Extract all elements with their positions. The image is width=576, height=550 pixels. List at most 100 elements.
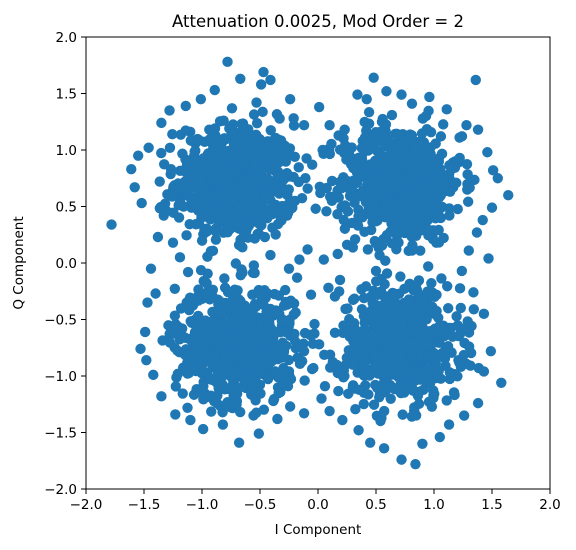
scatter-point xyxy=(247,375,259,387)
scatter-point xyxy=(399,217,410,228)
scatter-point xyxy=(302,183,313,194)
scatter-point xyxy=(438,119,449,130)
scatter-point xyxy=(210,226,221,237)
scatter-point xyxy=(193,295,204,306)
scatter-point xyxy=(170,381,182,392)
scatter-point xyxy=(219,133,230,144)
scatter-point xyxy=(142,297,153,308)
scatter-point xyxy=(206,406,217,417)
x-axis-label: I Component xyxy=(275,522,362,538)
scatter-point xyxy=(482,147,493,158)
scatter-point xyxy=(270,229,281,240)
scatter-point xyxy=(374,146,385,158)
scatter-point xyxy=(390,128,401,140)
scatter-point xyxy=(417,438,428,449)
scatter-point xyxy=(214,116,226,127)
scatter-point xyxy=(381,180,393,191)
scatter-point xyxy=(236,264,247,275)
scatter-point xyxy=(189,146,200,157)
scatter-point xyxy=(191,383,202,395)
scatter-point xyxy=(175,303,187,314)
scatter-point xyxy=(442,303,454,314)
scatter-point xyxy=(209,84,220,96)
scatter-point xyxy=(370,238,382,249)
scatter-point xyxy=(406,98,418,109)
scatter-point xyxy=(363,106,375,118)
scatter-point xyxy=(432,211,443,222)
scatter-point xyxy=(468,287,479,298)
axes-background xyxy=(86,37,550,489)
scatter-point xyxy=(283,263,295,274)
scatter-point xyxy=(458,410,470,421)
scatter-point xyxy=(184,292,196,303)
scatter-point xyxy=(333,385,344,397)
scatter-point xyxy=(477,214,488,226)
scatter-point xyxy=(187,332,199,343)
scatter-point xyxy=(414,386,425,397)
scatter-point xyxy=(240,337,251,349)
scatter-point xyxy=(299,375,310,386)
scatter-point xyxy=(319,380,331,392)
scatter-point xyxy=(417,140,428,151)
scatter-point xyxy=(217,419,229,430)
scatter-point xyxy=(395,350,407,361)
scatter-point xyxy=(188,194,199,205)
scatter-point xyxy=(431,237,442,248)
x-tick-label: 1.5 xyxy=(481,497,502,513)
scatter-point xyxy=(302,244,313,255)
scatter-point xyxy=(405,201,417,212)
scatter-point xyxy=(371,276,382,287)
scatter-point xyxy=(418,160,429,171)
scatter-point xyxy=(379,318,390,329)
scatter-point xyxy=(329,327,341,338)
scatter-point xyxy=(284,93,296,105)
scatter-point xyxy=(424,91,435,103)
scatter-point xyxy=(409,312,420,323)
scatter-point xyxy=(406,350,417,361)
scatter-point xyxy=(358,398,369,410)
scatter-point xyxy=(233,437,245,448)
scatter-point xyxy=(195,265,207,276)
scatter-point xyxy=(183,367,195,379)
scatter-point xyxy=(194,343,205,354)
scatter-point xyxy=(496,377,507,388)
scatter-point xyxy=(461,358,472,369)
scatter-point xyxy=(452,203,463,215)
plot-area xyxy=(85,36,551,490)
scatter-point xyxy=(269,349,280,361)
scatter-point xyxy=(413,369,424,380)
scatter-point xyxy=(273,371,285,382)
scatter-point xyxy=(217,309,228,320)
scatter-point xyxy=(249,267,260,279)
scatter-point xyxy=(370,351,382,362)
scatter-point xyxy=(251,407,262,418)
scatter-point xyxy=(257,328,269,339)
scatter-point xyxy=(461,159,473,170)
x-tick-label: −2.0 xyxy=(70,497,103,513)
scatter-point xyxy=(172,321,184,332)
scatter-point xyxy=(296,193,308,204)
scatter-point xyxy=(390,297,401,309)
scatter-point xyxy=(363,389,374,400)
scatter-point xyxy=(339,200,351,211)
scatter-point xyxy=(307,159,318,170)
scatter-point xyxy=(444,186,456,197)
scatter-point xyxy=(358,369,369,381)
scatter-point xyxy=(403,294,415,306)
scatter-point xyxy=(202,320,213,332)
scatter-point xyxy=(492,173,503,184)
scatter-point xyxy=(385,393,396,404)
scatter-point xyxy=(261,176,272,187)
y-tick-label: 1.5 xyxy=(56,87,77,103)
scatter-point xyxy=(321,206,332,217)
scatter-point xyxy=(362,244,374,255)
scatter-point xyxy=(257,106,268,118)
y-tick-label: −0.5 xyxy=(44,313,77,329)
scatter-point xyxy=(290,307,301,318)
scatter-point xyxy=(436,148,448,160)
scatter-point xyxy=(399,283,410,295)
scatter-point xyxy=(338,214,349,226)
scatter-point xyxy=(251,97,262,108)
scatter-point xyxy=(272,413,283,425)
scatter-point xyxy=(347,359,358,370)
